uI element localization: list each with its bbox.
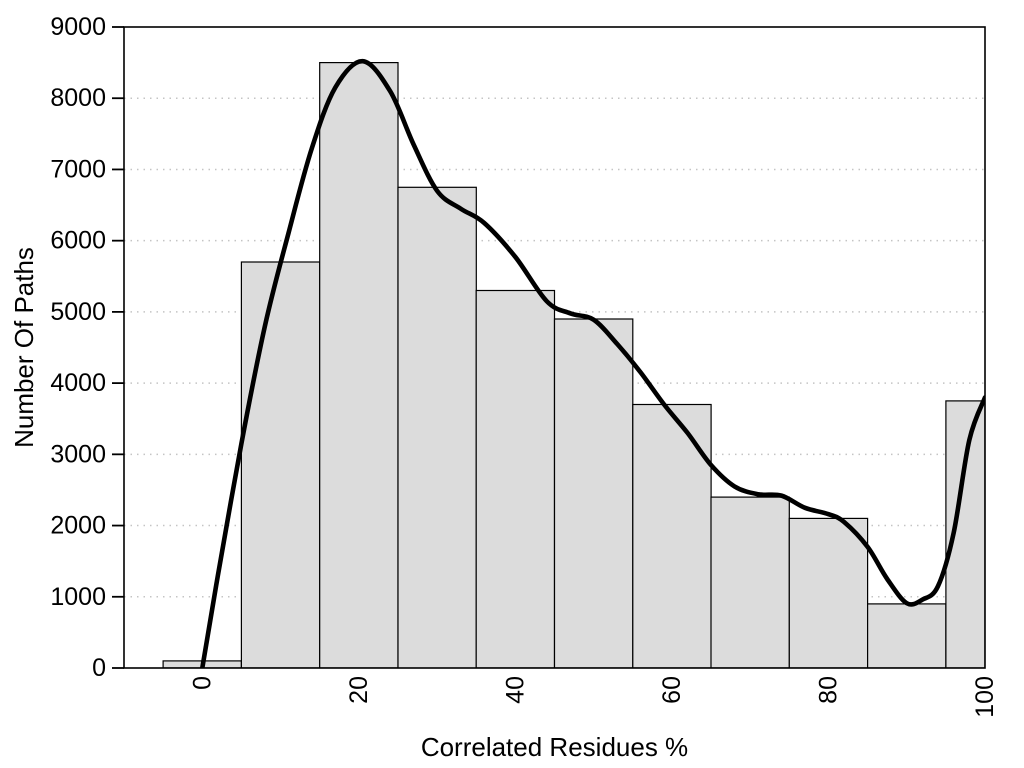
x-axis-title: Correlated Residues % [421, 732, 688, 762]
histogram-bar [632, 403, 712, 668]
y-tick-label: 5000 [50, 298, 106, 326]
histogram-bar [866, 603, 947, 668]
y-tick-label: 4000 [50, 369, 106, 397]
y-tick-label: 2000 [50, 512, 106, 540]
histogram-bar [397, 186, 477, 668]
plot-border [123, 26, 986, 669]
y-axis-title: Number Of Paths [9, 247, 39, 448]
histogram-bar [475, 289, 556, 668]
bars-group [162, 61, 985, 668]
y-tick-label: 1000 [50, 583, 106, 611]
y-tick-label: 3000 [50, 440, 106, 468]
density-curve [200, 58, 985, 668]
y-tick-label: 6000 [50, 227, 106, 255]
x-tick-label: 40 [501, 676, 529, 704]
histogram-bar [319, 61, 399, 668]
x-tick-label: 100 [971, 676, 999, 718]
x-tick-label: 0 [188, 676, 216, 690]
y-tick-label: 9000 [50, 13, 106, 41]
histogram-bar [240, 261, 321, 668]
histogram-bar [788, 517, 869, 668]
y-tick-label: 8000 [50, 84, 106, 112]
histogram-bar [710, 496, 790, 668]
x-tick-label: 60 [658, 676, 686, 704]
histogram-bar [553, 318, 634, 668]
x-tick-label: 20 [345, 676, 373, 704]
y-tick-label: 0 [92, 654, 106, 682]
y-tick-label: 7000 [50, 155, 106, 183]
x-tick-label: 80 [815, 676, 843, 704]
